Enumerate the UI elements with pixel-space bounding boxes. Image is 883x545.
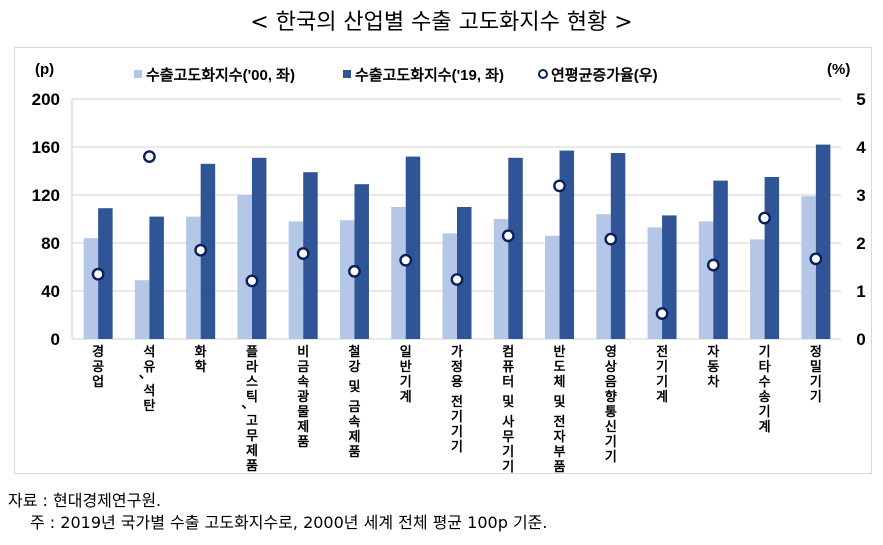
growth-rate-marker	[655, 307, 669, 320]
combo-bar-chart: 0 40 80 120 160 200 0 1 2 3 4 5 (p) (%) 수출고도화지수('00, 좌…	[32, 61, 867, 474]
bar-2019	[815, 144, 831, 339]
footnotes: 자료 : 현대경제연구원. 주 : 2019년 국가별 수출 고도화지수로, 2…	[8, 490, 547, 534]
bar-2019	[303, 172, 318, 339]
bar-2019	[559, 150, 575, 339]
growth-rate-marker	[348, 264, 361, 278]
growth-rate-marker	[450, 273, 464, 286]
growth-rate-marker	[194, 243, 208, 257]
bar-2000	[237, 195, 252, 339]
bar-2019	[764, 177, 780, 339]
bar-2019	[98, 208, 113, 339]
right-axis-tick: 2	[856, 234, 865, 253]
bar-2000	[442, 233, 457, 339]
growth-rate-marker	[245, 274, 259, 288]
right-axis-tick: 0	[856, 330, 865, 349]
growth-rate-marker	[604, 232, 618, 246]
legend-label: 수출고도화지수('00, 좌)	[146, 67, 295, 84]
explanatory-note: 주 : 2019년 국가별 수출 고도화지수로, 2000년 세계 전체 평균 …	[30, 513, 548, 532]
bar-2000	[750, 239, 765, 339]
bar-2000	[186, 216, 201, 339]
bar-2000	[134, 280, 150, 339]
bar-2019	[200, 163, 216, 339]
legend-label: 수출고도화지수('19, 좌)	[355, 67, 504, 84]
x-axis-category-label: 석 유、 석 탄	[139, 344, 156, 413]
legend-label: 연평균증가율(우)	[551, 66, 658, 84]
right-axis-tick: 4	[856, 138, 866, 157]
left-axis-tick: 160	[32, 138, 60, 157]
x-axis-category-label: 플 라 스 틱、 고 무 제 품	[241, 344, 258, 473]
bar-2000	[83, 238, 99, 339]
left-axis-unit: (p)	[35, 61, 54, 78]
bar-2019	[405, 156, 421, 339]
left-axis-tick: 0	[51, 330, 60, 349]
bar-2000	[596, 214, 611, 339]
bar-2019	[508, 157, 523, 339]
growth-rate-marker	[553, 179, 566, 193]
legend-circle-icon	[538, 69, 548, 79]
bar-2000	[339, 220, 355, 339]
bar-2000	[545, 235, 560, 339]
right-axis-tick: 5	[856, 90, 865, 109]
legend-swatch-icon	[343, 70, 351, 78]
bar-2019	[662, 215, 677, 339]
bar-2019	[457, 207, 472, 339]
growth-rate-marker	[809, 252, 823, 266]
bar-2000	[647, 227, 663, 339]
bar-2000	[288, 221, 304, 339]
bar-2019	[610, 153, 626, 339]
growth-rate-marker	[91, 267, 105, 281]
bar-2019	[251, 157, 267, 339]
bar-2019	[713, 180, 728, 339]
bar-2000	[698, 221, 714, 339]
bar-2019	[149, 216, 164, 339]
growth-rate-marker	[296, 247, 310, 260]
right-axis-tick: 3	[856, 186, 865, 205]
growth-rate-marker	[758, 211, 771, 225]
bar-2000	[391, 207, 406, 339]
right-axis-tick: 1	[856, 282, 865, 301]
left-axis-tick: 120	[32, 186, 60, 205]
chart-container: 0 40 80 120 160 200 0 1 2 3 4 5 (p) (%) 수출고도화지수('00, 좌…	[14, 47, 872, 474]
growth-rate-marker	[399, 253, 413, 267]
growth-rate-marker	[501, 229, 515, 243]
bar-2000	[801, 196, 816, 339]
bar-2000	[493, 219, 509, 339]
source-note: 자료 : 현대경제연구원.	[8, 491, 162, 510]
growth-rate-marker	[142, 150, 156, 164]
chart-title: < 한국의 산업별 수출 고도화지수 현황 >	[250, 10, 633, 35]
left-axis-tick: 80	[41, 234, 60, 253]
right-axis-unit: (%)	[827, 61, 850, 78]
left-axis-tick: 40	[41, 282, 60, 301]
bar-2019	[354, 184, 369, 339]
legend-swatch-icon	[134, 70, 142, 78]
growth-rate-marker	[706, 258, 720, 272]
left-axis-tick: 200	[32, 90, 60, 109]
